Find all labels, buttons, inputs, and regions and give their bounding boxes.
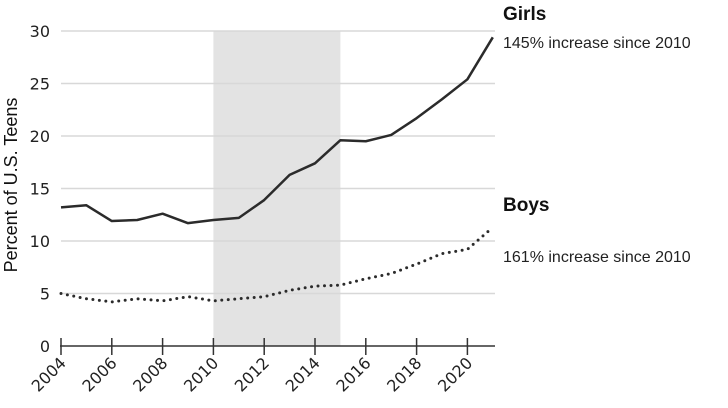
y-tick-label: 15	[30, 180, 50, 199]
x-tick-label: 2006	[78, 353, 120, 395]
girls-line	[60, 36, 494, 225]
x-tick-label: 2008	[129, 353, 171, 395]
x-tick-label: 2010	[180, 353, 222, 395]
boys-line	[59, 225, 495, 304]
boys-annotation: 161% increase since 2010	[503, 249, 691, 266]
y-axis-label: Percent of U.S. Teens	[1, 98, 21, 273]
x-tick-label: 2004	[28, 353, 70, 395]
y-tick-label: 25	[30, 75, 50, 94]
girls-annotation: 145% increase since 2010	[503, 35, 691, 52]
girls-label: Girls	[503, 4, 546, 25]
y-tick-label: 20	[30, 127, 50, 146]
x-tick-label: 2016	[332, 353, 374, 395]
y-tick-label: 10	[30, 232, 50, 251]
x-tick-label: 2014	[282, 353, 324, 395]
x-tick-label: 2018	[383, 353, 425, 395]
boys-label: Boys	[503, 195, 549, 216]
y-tick-label: 5	[40, 285, 50, 304]
y-tick-label: 30	[30, 22, 50, 41]
x-tick-label: 2020	[434, 353, 476, 395]
y-tick-label: 0	[40, 337, 50, 356]
x-tick-label: 2012	[231, 353, 273, 395]
